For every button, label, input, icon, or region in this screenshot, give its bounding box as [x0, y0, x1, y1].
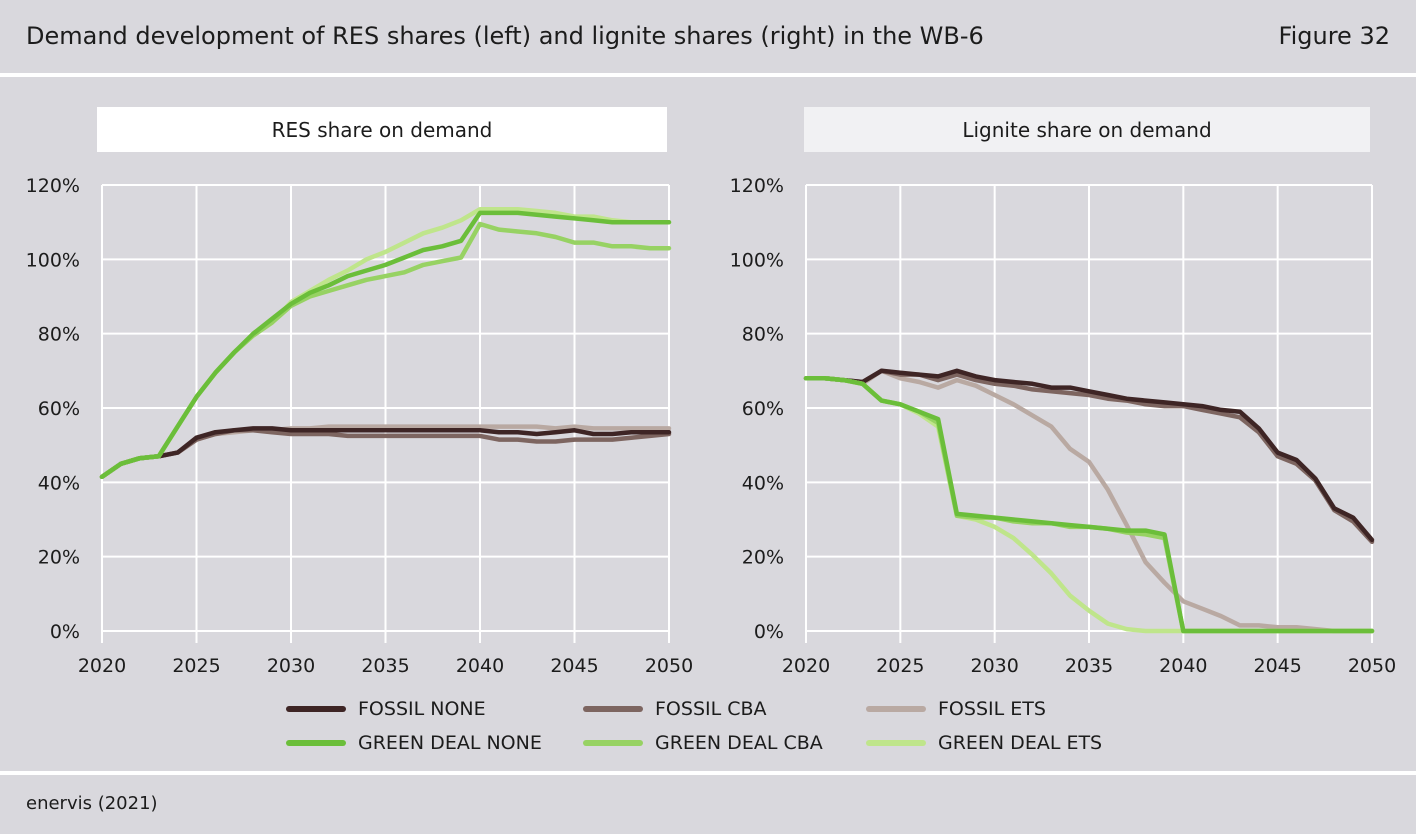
lignite-x-tick-label: 2045 — [1253, 655, 1301, 677]
res-y-tick-label: 20% — [38, 547, 80, 569]
res-series-fossil-none — [99, 426, 672, 480]
res-y-tick-label: 40% — [38, 472, 80, 494]
legend-label: GREEN DEAL NONE — [358, 732, 542, 754]
legend-item-green-none: GREEN DEAL NONE — [286, 729, 542, 757]
legend-swatch — [583, 740, 643, 746]
legend-item-fossil-none: FOSSIL NONE — [286, 695, 486, 723]
lignite-series-fossil-ets — [803, 368, 1375, 634]
lignite-series-green-none — [803, 376, 1375, 634]
res-x-tick-label: 2035 — [361, 655, 409, 677]
res-x-tick-label: 2045 — [550, 655, 598, 677]
legend-item-fossil-ets: FOSSIL ETS — [866, 695, 1046, 723]
lignite-x-tick-label: 2025 — [876, 655, 924, 677]
lignite-chart: 0% 20% 40% 60% 80% 100% 120% 2020 2025 2030 2035 20… — [730, 175, 1397, 677]
lignite-series-fossil-none — [803, 368, 1375, 543]
legend-label: FOSSIL ETS — [938, 698, 1046, 720]
lignite-y-tick-label: 20% — [742, 547, 784, 569]
lignite-y-tick-label: 120% — [730, 175, 784, 197]
lignite-x-tick-label: 2050 — [1348, 655, 1396, 677]
res-y-tick-label: 80% — [38, 324, 80, 346]
chart-legend: FOSSIL NONE FOSSIL CBA FOSSIL ETS GREEN DEA… — [0, 695, 1416, 759]
figure-label: Figure 32 — [1278, 22, 1390, 50]
header-divider — [0, 73, 1416, 77]
legend-label: GREEN DEAL ETS — [938, 732, 1103, 754]
legend-item-green-cba: GREEN DEAL CBA — [583, 729, 823, 757]
lignite-y-tick-label: 0% — [754, 621, 784, 643]
legend-swatch — [583, 706, 643, 712]
res-x-tick-label: 2020 — [78, 655, 126, 677]
legend-label: FOSSIL CBA — [655, 698, 767, 720]
lignite-x-tick-label: 2035 — [1065, 655, 1113, 677]
res-y-tick-label: 100% — [26, 249, 80, 271]
left-chart-title: RES share on demand — [97, 107, 667, 152]
lignite-y-tick-label: 100% — [730, 249, 784, 271]
res-x-tick-label: 2050 — [645, 655, 693, 677]
lignite-y-tick-label: 40% — [742, 472, 784, 494]
header: Demand development of RES shares (left) … — [0, 0, 1416, 74]
legend-swatch — [286, 706, 346, 712]
legend-swatch — [286, 740, 346, 746]
lignite-x-tick-label: 2030 — [970, 655, 1018, 677]
res-x-tick-label: 2025 — [172, 655, 220, 677]
legend-swatch — [866, 706, 926, 712]
res-y-tick-label: 120% — [26, 175, 80, 197]
res-x-tick-label: 2040 — [456, 655, 504, 677]
lignite-y-tick-label: 60% — [742, 398, 784, 420]
footer-divider — [0, 771, 1416, 775]
source-note: enervis (2021) — [26, 793, 158, 814]
res-y-tick-label: 0% — [50, 621, 80, 643]
res-y-tick-label: 60% — [38, 398, 80, 420]
lignite-x-tick-label: 2020 — [782, 655, 830, 677]
legend-item-green-ets: GREEN DEAL ETS — [866, 729, 1102, 757]
right-chart-title: Lignite share on demand — [804, 107, 1370, 152]
res-series-green-none — [99, 210, 672, 480]
lignite-y-tick-label: 80% — [742, 324, 784, 346]
legend-label: GREEN DEAL CBA — [655, 732, 823, 754]
res-chart: 0% 20% 40% 60% 80% 100% 120% 2020 2025 2030 2035 20… — [26, 175, 694, 677]
res-x-tick-label: 2030 — [267, 655, 315, 677]
legend-swatch — [866, 740, 926, 746]
legend-item-fossil-cba: FOSSIL CBA — [583, 695, 767, 723]
legend-label: FOSSIL NONE — [358, 698, 486, 720]
page-title: Demand development of RES shares (left) … — [26, 22, 984, 50]
lignite-x-tick-label: 2040 — [1159, 655, 1207, 677]
